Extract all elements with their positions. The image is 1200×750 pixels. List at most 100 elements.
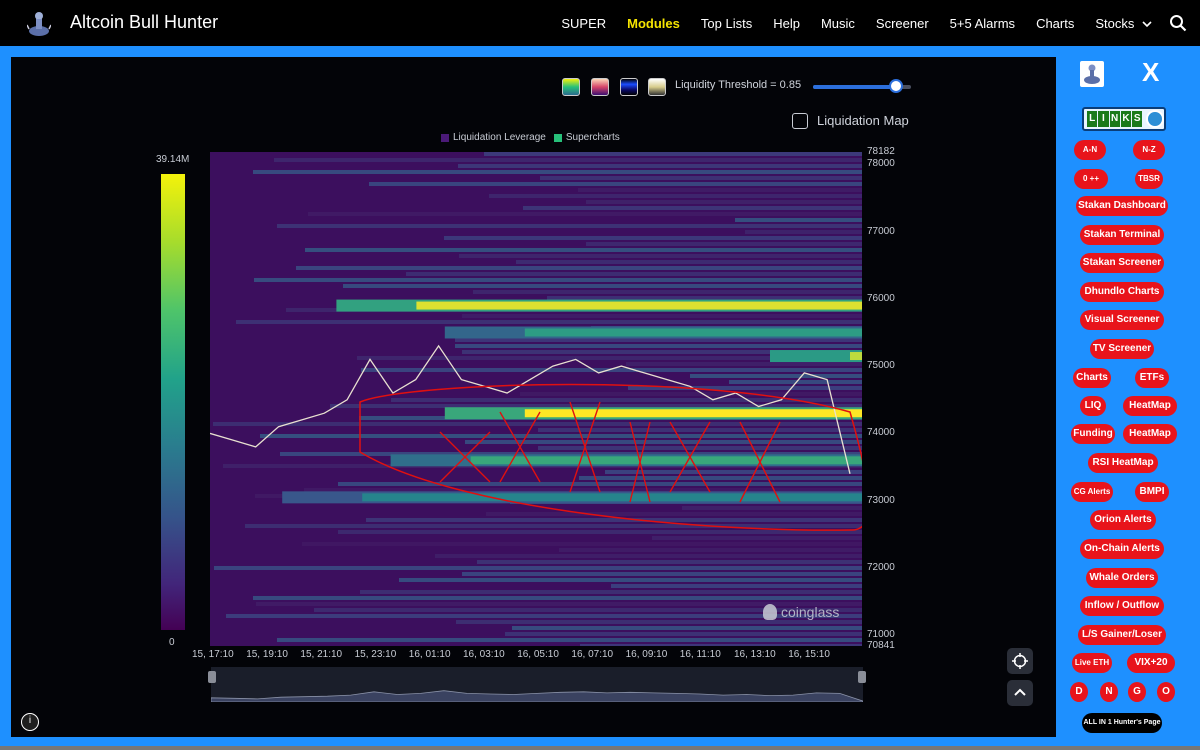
- red-x-annotation: [569, 401, 601, 493]
- sidebar-link-button[interactable]: L/S Gainer/Loser: [1078, 625, 1166, 645]
- heatmap-band: [459, 254, 862, 258]
- sidebar-link-button[interactable]: ALL IN 1 Hunter's Page: [1082, 713, 1162, 733]
- bull-rider-mini-icon[interactable]: [1080, 61, 1104, 87]
- liquidation-map-checkbox[interactable]: [792, 113, 808, 129]
- heatmap-band: [455, 338, 862, 342]
- sidebar-link-button[interactable]: Whale Orders: [1086, 568, 1158, 588]
- sidebar-link-button[interactable]: N-Z: [1133, 140, 1165, 160]
- chain-link-icon: [1146, 110, 1165, 128]
- sidebar-link-button[interactable]: VIX+20: [1127, 653, 1175, 673]
- nav-item-music[interactable]: Music: [820, 15, 855, 31]
- content-frame: Liquidity Threshold = 0.85 Liquidation M…: [0, 46, 1200, 746]
- liquidation-map-label[interactable]: Liquidation Map: [817, 113, 909, 128]
- legend-item-supercharts[interactable]: Supercharts: [553, 132, 620, 143]
- reset-zoom-button[interactable]: [1007, 648, 1033, 674]
- sidebar-link-button[interactable]: Stakan Dashboard: [1076, 196, 1168, 216]
- heatmap-band: [280, 452, 862, 456]
- sidebar-link-button[interactable]: Stakan Terminal: [1080, 225, 1164, 245]
- links-letter-l: L: [1087, 111, 1098, 127]
- heatmap-band: [305, 248, 862, 252]
- heatmap-band: [330, 404, 862, 408]
- palette-gray-button[interactable]: [648, 78, 666, 96]
- watermark-text: coinglass: [781, 604, 840, 620]
- sidebar-link-button[interactable]: A-N: [1074, 140, 1106, 160]
- sidebar-link-button[interactable]: Visual Screener: [1080, 310, 1164, 330]
- sidebar-link-button[interactable]: TBSR: [1135, 169, 1163, 189]
- heatmap-band: [586, 200, 862, 204]
- brand-title[interactable]: Altcoin Bull Hunter: [70, 12, 219, 32]
- sidebar-link-button[interactable]: Inflow / Outflow: [1080, 596, 1164, 616]
- sidebar-link-button[interactable]: O: [1157, 682, 1175, 702]
- heatmap-band: [357, 356, 862, 360]
- heatmap-band: [626, 362, 862, 366]
- sidebar-link-button[interactable]: On-Chain Alerts: [1080, 539, 1164, 559]
- x-tick-label: 16, 05:10: [517, 649, 559, 660]
- scroll-up-button[interactable]: [1007, 680, 1033, 706]
- palette-magma-button[interactable]: [591, 78, 609, 96]
- nav-item-charts[interactable]: Charts: [1036, 15, 1075, 31]
- palette-viridis-button[interactable]: [562, 78, 580, 96]
- legend-swatch: [553, 133, 562, 142]
- links-letter-k: K: [1120, 111, 1132, 127]
- nav-item-top-lists[interactable]: Top Lists: [700, 15, 753, 31]
- coinglass-logo-icon: [763, 604, 777, 620]
- nav-item-super[interactable]: SUPER: [561, 15, 607, 31]
- heatmap-band: [253, 596, 862, 600]
- heatmap-band: [505, 632, 862, 636]
- links-letter-s: S: [1132, 111, 1143, 127]
- heatmap-band: [338, 482, 862, 486]
- heatmap-band: [456, 620, 862, 624]
- nav-item-stocks[interactable]: Stocks: [1095, 16, 1152, 31]
- bull-rider-logo-icon[interactable]: [27, 9, 51, 39]
- nav-item-help[interactable]: Help: [773, 15, 800, 31]
- sidebar-link-button[interactable]: G: [1128, 682, 1146, 702]
- sidebar-link-button[interactable]: Orion Alerts: [1090, 510, 1156, 530]
- sidebar-link-button[interactable]: Live ETH: [1072, 653, 1112, 673]
- sidebar-link-button[interactable]: CG Alerts: [1071, 482, 1113, 502]
- sidebar-link-button[interactable]: HeatMap: [1123, 396, 1177, 416]
- colorbar-max-label: 39.14M: [156, 154, 190, 165]
- y-tick-label: 75000: [867, 360, 895, 372]
- heatmap-band: [236, 320, 862, 324]
- legend-item-leverage[interactable]: Liquidation Leverage: [441, 132, 546, 143]
- liquidation-heatmap[interactable]: [210, 152, 862, 646]
- sidebar-link-button[interactable]: HeatMap: [1123, 424, 1177, 444]
- sidebar-link-button[interactable]: Charts: [1073, 368, 1111, 388]
- navigator-right-handle[interactable]: [858, 671, 866, 683]
- heatmap-band: [484, 152, 862, 156]
- heatmap-band: [256, 602, 862, 606]
- nav-item-screener[interactable]: Screener: [875, 15, 929, 31]
- sidebar-link-button[interactable]: LIQ: [1080, 396, 1106, 416]
- sidebar-link-button[interactable]: D: [1070, 682, 1088, 702]
- slider-knob[interactable]: [889, 79, 903, 93]
- sidebar-link-button[interactable]: RSI HeatMap: [1088, 453, 1158, 473]
- sidebar-link-button[interactable]: BMPI: [1135, 482, 1169, 502]
- legend-label: Liquidation Leverage: [453, 132, 546, 143]
- sidebar-link-button[interactable]: Funding: [1071, 424, 1115, 444]
- links-badge[interactable]: L I N K S: [1082, 107, 1166, 131]
- bottom-strip: [0, 746, 1200, 750]
- search-icon[interactable]: [1169, 14, 1187, 32]
- palette-blue-button[interactable]: [620, 78, 638, 96]
- close-sidebar-button[interactable]: X: [1142, 57, 1160, 87]
- sidebar-link-button[interactable]: ETFs: [1135, 368, 1169, 388]
- info-icon[interactable]: i: [21, 713, 39, 731]
- x-tick-label: 16, 11:10: [679, 649, 721, 660]
- sidebar-link-button[interactable]: 0 ++: [1074, 169, 1108, 189]
- heatmap-band: [260, 434, 862, 438]
- heatmap-band: [458, 164, 862, 168]
- links-letter-n: N: [1109, 111, 1120, 127]
- liquidity-threshold-slider[interactable]: [813, 85, 911, 89]
- nav-item-alarms[interactable]: 5+5 Alarms: [949, 15, 1016, 31]
- sidebar-link-button[interactable]: Dhundlo Charts: [1080, 282, 1164, 302]
- heatmap-band: [580, 644, 862, 646]
- navigator-left-handle[interactable]: [208, 671, 216, 683]
- heatmap-band: [462, 572, 862, 576]
- crosshair-icon: [1012, 653, 1028, 669]
- sidebar-link-button[interactable]: TV Screener: [1090, 339, 1154, 359]
- range-navigator[interactable]: [210, 667, 864, 703]
- nav-item-modules[interactable]: Modules: [627, 15, 680, 31]
- sidebar-link-button[interactable]: Stakan Screener: [1080, 253, 1164, 273]
- heatmap-band: [682, 506, 862, 510]
- sidebar-link-button[interactable]: N: [1100, 682, 1118, 702]
